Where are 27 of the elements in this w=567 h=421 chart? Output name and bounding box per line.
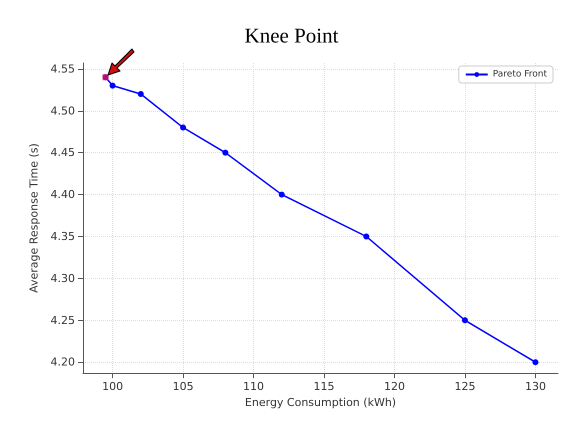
point: [278, 192, 285, 198]
point: [180, 124, 186, 131]
y-axis-title: Average Response Time (s): [28, 143, 41, 293]
point: [462, 317, 468, 324]
y-tick-label: 4.20: [50, 356, 75, 369]
x-tick-label: 125: [454, 380, 476, 394]
y-tick-label: 4.35: [50, 230, 75, 243]
x-tick-label: 100: [102, 380, 124, 394]
x-tick-label: 120: [384, 380, 405, 394]
y-tick-label: 4.55: [50, 62, 75, 76]
point: [222, 150, 228, 156]
point: [363, 233, 370, 240]
y-tick-label: 4.40: [50, 188, 75, 202]
y-tick-label: 4.25: [50, 314, 75, 327]
y-tick-label: 4.30: [50, 272, 75, 285]
x-tick-label: 115: [314, 380, 335, 394]
y-tick-label: 4.50: [50, 104, 75, 118]
x-tick-label: 130: [524, 380, 546, 394]
legend-label: Pareto Front: [492, 70, 548, 80]
x-axis-title: Energy Consumption (kWh): [244, 396, 396, 409]
point: [110, 82, 116, 89]
x-tick-label: 105: [172, 380, 194, 394]
chart-title: Knee Point: [244, 24, 339, 48]
x-tick-label: 110: [243, 380, 264, 394]
point: [138, 91, 144, 98]
y-tick-label: 4.45: [50, 146, 75, 160]
point: [532, 359, 538, 366]
